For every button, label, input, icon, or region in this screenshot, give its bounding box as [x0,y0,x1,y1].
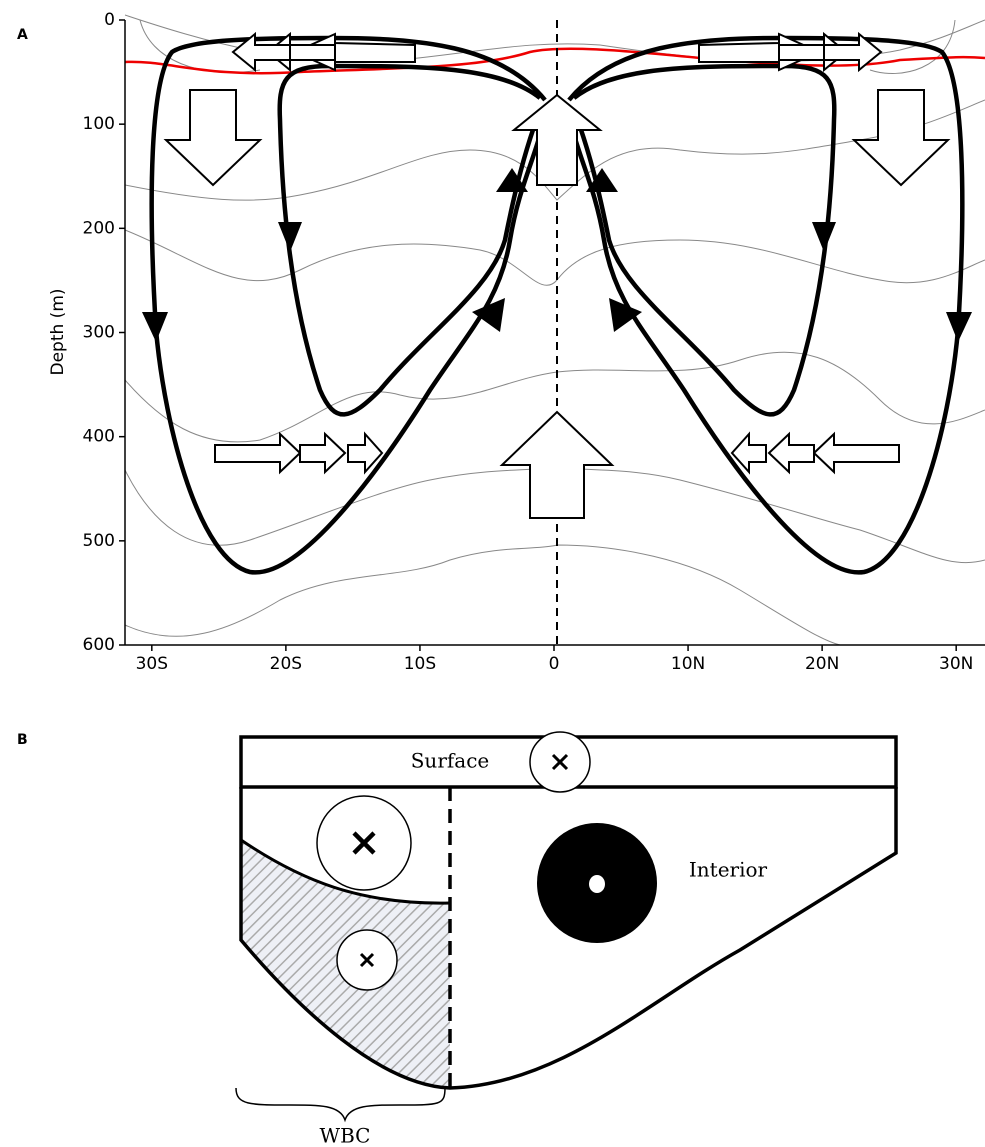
y-tick-label: 400 [83,427,115,447]
wbc-label: WBC [320,1124,371,1147]
y-axis-label: Depth (m) [48,288,68,375]
y-tick-label: 200 [83,218,115,238]
interior-label: Interior [689,858,768,882]
y-tick-label: 0 [104,10,115,30]
x-tick-label: 30N [939,654,973,674]
y-tick-label: 300 [83,323,115,343]
x-tick-label: 0 [549,654,560,674]
panel-b: Surface Interior WBC [236,732,896,1147]
figure: A B Depth (m) Surface Inter [0,0,985,1147]
panel-label: A [17,27,28,43]
panel-label: B [17,732,28,748]
x-tick-label: 10S [404,654,436,674]
x-tick-label: 20N [805,654,839,674]
y-tick-label: 100 [83,114,115,134]
y-tick-label: 600 [83,635,115,655]
surface-label: Surface [411,749,490,773]
y-tick-label: 500 [83,531,115,551]
x-tick-label: 30S [136,654,168,674]
x-tick-label: 10N [671,654,705,674]
x-tick-label: 20S [270,654,302,674]
plot-area [125,15,985,645]
